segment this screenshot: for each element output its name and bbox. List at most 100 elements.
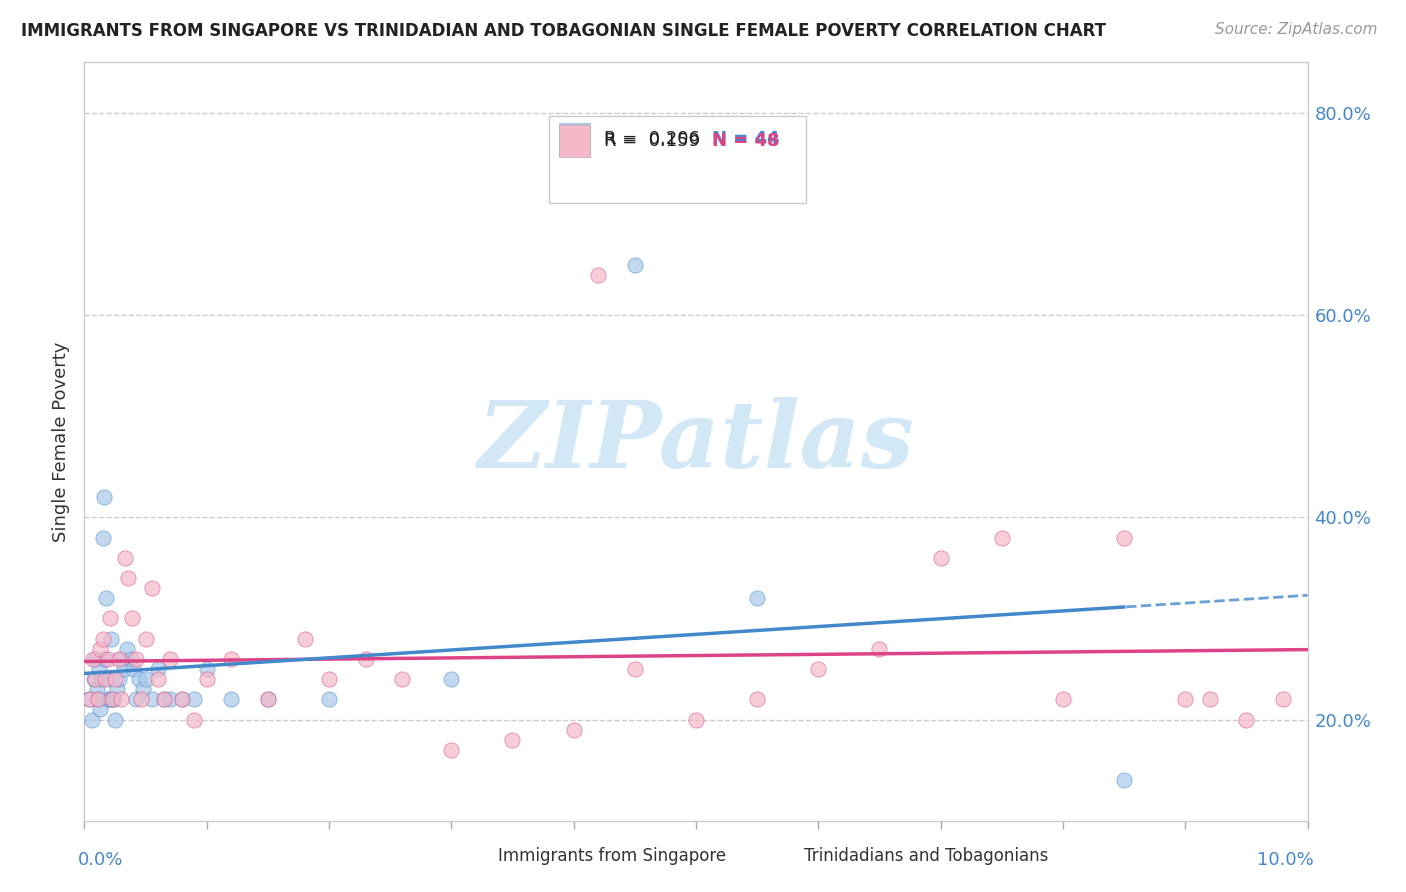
FancyBboxPatch shape — [763, 844, 794, 870]
Text: Trinidadians and Tobagonians: Trinidadians and Tobagonians — [804, 847, 1047, 865]
Text: IMMIGRANTS FROM SINGAPORE VS TRINIDADIAN AND TOBAGONIAN SINGLE FEMALE POVERTY CO: IMMIGRANTS FROM SINGAPORE VS TRINIDADIAN… — [21, 22, 1107, 40]
Point — [172, 692, 194, 706]
Point — [86, 682, 108, 697]
Point — [1272, 692, 1295, 706]
Point — [103, 692, 125, 706]
Point — [79, 692, 101, 706]
Point — [869, 641, 891, 656]
Point — [159, 692, 181, 706]
Point — [440, 672, 463, 686]
Point — [685, 713, 707, 727]
Point — [1114, 531, 1136, 545]
Point — [195, 672, 218, 686]
Point — [624, 662, 647, 676]
Point — [91, 531, 114, 545]
Point — [98, 611, 121, 625]
Point — [110, 652, 132, 666]
Text: 10.0%: 10.0% — [1257, 851, 1313, 869]
Point — [110, 692, 132, 706]
Point — [80, 713, 103, 727]
Point — [120, 652, 142, 666]
Point — [502, 732, 524, 747]
Point — [219, 652, 242, 666]
Point — [153, 692, 176, 706]
Point — [219, 692, 242, 706]
Point — [89, 702, 111, 716]
Point — [195, 662, 218, 676]
Point — [101, 692, 124, 706]
Point — [82, 652, 104, 666]
Point — [141, 692, 163, 706]
Point — [807, 662, 830, 676]
Point — [87, 662, 110, 676]
Point — [107, 652, 129, 666]
Point — [84, 672, 107, 686]
Point — [354, 652, 377, 666]
Point — [1236, 713, 1258, 727]
Point — [141, 581, 163, 595]
Point — [135, 632, 157, 646]
Text: R =  0.206: R = 0.206 — [605, 130, 700, 148]
Point — [125, 692, 148, 706]
Point — [90, 672, 112, 686]
Point — [77, 692, 100, 706]
Point — [391, 672, 413, 686]
Point — [122, 662, 145, 676]
Point — [87, 692, 110, 706]
Point — [747, 692, 769, 706]
Y-axis label: Single Female Poverty: Single Female Poverty — [52, 342, 70, 541]
Point — [114, 550, 136, 565]
Point — [115, 641, 138, 656]
Point — [132, 682, 155, 697]
Point — [100, 632, 122, 646]
Point — [89, 641, 111, 656]
Text: N = 44: N = 44 — [711, 130, 779, 148]
Point — [440, 743, 463, 757]
Point — [129, 692, 152, 706]
FancyBboxPatch shape — [560, 123, 589, 154]
Point — [121, 611, 143, 625]
Point — [104, 713, 127, 727]
Point — [172, 692, 194, 706]
Point — [318, 692, 340, 706]
Point — [146, 672, 169, 686]
Point — [1114, 773, 1136, 788]
Text: ZIPatlas: ZIPatlas — [478, 397, 914, 486]
Point — [94, 652, 117, 666]
Point — [94, 672, 117, 686]
Point — [318, 672, 340, 686]
Point — [112, 662, 135, 676]
Text: Source: ZipAtlas.com: Source: ZipAtlas.com — [1215, 22, 1378, 37]
Point — [135, 672, 157, 686]
Point — [97, 692, 120, 706]
Point — [98, 692, 121, 706]
Point — [991, 531, 1014, 545]
Point — [1174, 692, 1197, 706]
Point — [747, 591, 769, 606]
Point — [586, 268, 609, 282]
Point — [294, 632, 316, 646]
Point — [93, 490, 115, 504]
Point — [104, 672, 127, 686]
Text: N = 48: N = 48 — [711, 132, 779, 150]
Point — [929, 550, 952, 565]
Point — [96, 591, 118, 606]
Point — [117, 571, 139, 585]
Point — [183, 692, 205, 706]
Text: Immigrants from Singapore: Immigrants from Singapore — [498, 847, 725, 865]
Point — [183, 713, 205, 727]
Point — [624, 258, 647, 272]
Point — [97, 652, 120, 666]
Point — [159, 652, 181, 666]
Point — [83, 672, 105, 686]
Point — [128, 672, 150, 686]
Point — [257, 692, 280, 706]
FancyBboxPatch shape — [560, 126, 589, 157]
Point — [91, 632, 114, 646]
Point — [125, 652, 148, 666]
Point — [97, 672, 120, 686]
Point — [105, 682, 128, 697]
Text: R =  0.159: R = 0.159 — [605, 132, 700, 150]
Point — [107, 672, 129, 686]
FancyBboxPatch shape — [550, 116, 806, 202]
